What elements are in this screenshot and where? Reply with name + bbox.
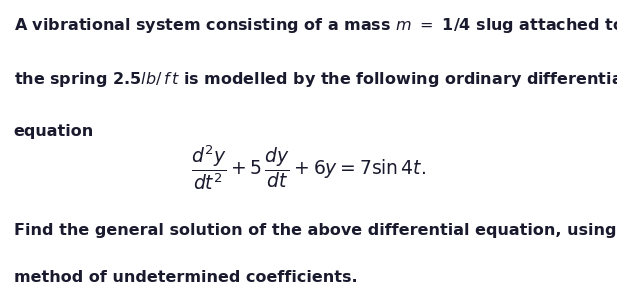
Text: the spring 2.5$lb/\,f\,t$ is modelled by the following ordinary differential: the spring 2.5$lb/\,f\,t$ is modelled by…: [14, 70, 617, 89]
Text: $\dfrac{d^2y}{dt^2} + 5\,\dfrac{dy}{dt} + 6y = 7\sin 4t.$: $\dfrac{d^2y}{dt^2} + 5\,\dfrac{dy}{dt} …: [191, 143, 426, 192]
Text: A vibrational system consisting of a mass $m$ $=$ 1/4 slug attached to: A vibrational system consisting of a mas…: [14, 16, 617, 35]
Text: equation: equation: [14, 124, 94, 139]
Text: Find the general solution of the above differential equation, using the: Find the general solution of the above d…: [14, 223, 617, 238]
Text: method of undetermined coefficients.: method of undetermined coefficients.: [14, 270, 357, 285]
